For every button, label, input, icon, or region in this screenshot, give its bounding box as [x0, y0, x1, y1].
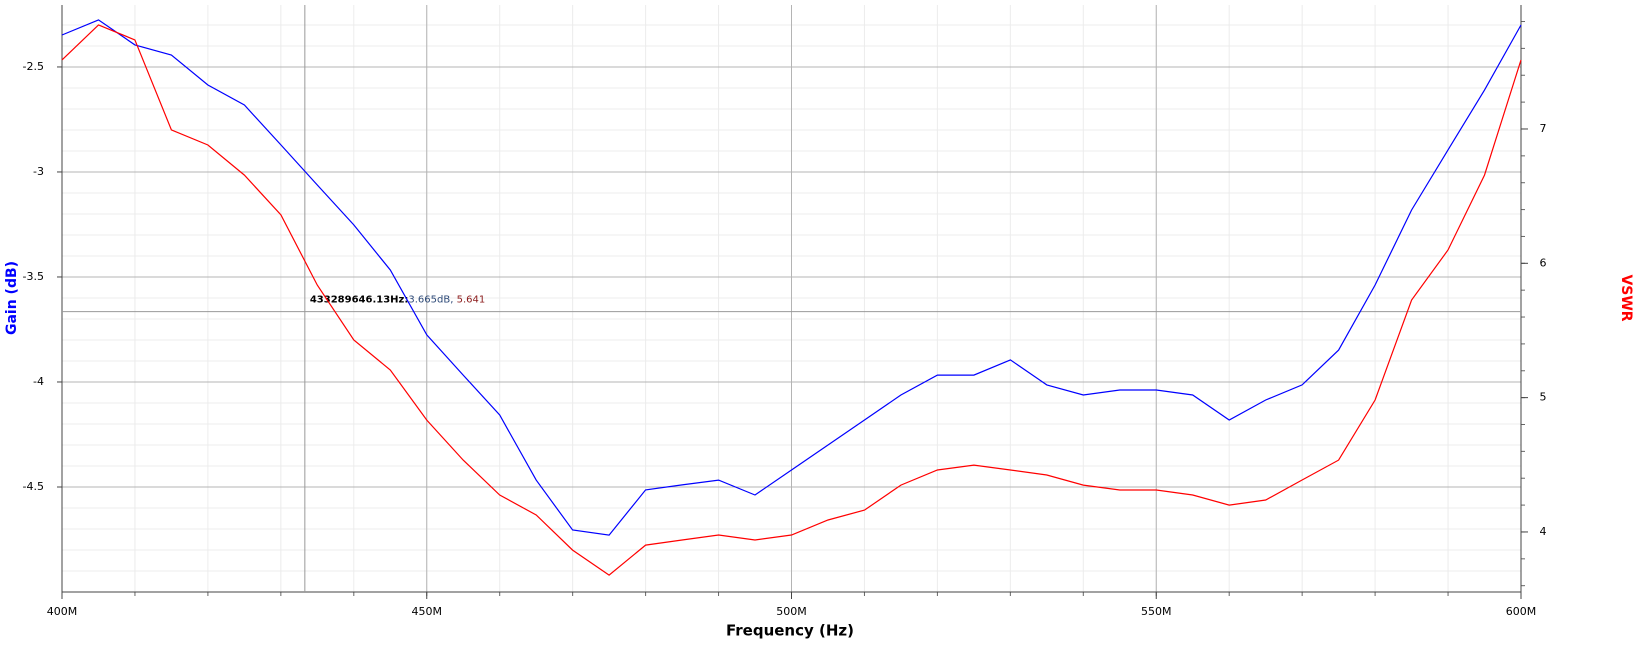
cursor-text: 433289646.13Hz:	[310, 295, 409, 306]
x-tick-label: 400M	[47, 605, 78, 618]
series-line	[61, 19, 1522, 536]
x-tick-label: 600M	[1506, 605, 1537, 618]
y-tick-label: -2.5	[23, 60, 44, 73]
y2-tick-label: 5	[1540, 391, 1547, 404]
y2-tick-label: 6	[1540, 256, 1547, 269]
cursor-label: 433289646.13Hz:3.665dB, 5.641	[310, 295, 485, 306]
x-tick-label: 450M	[412, 605, 443, 618]
y-axis-label: Gain (dB)	[4, 261, 20, 335]
y2-axis-label: VSWR	[1618, 274, 1634, 321]
x-axis-label: Frequency (Hz)	[726, 622, 854, 640]
x-tick-label: 500M	[776, 605, 807, 618]
x-tick-label: 550M	[1141, 605, 1172, 618]
y2-tick-label: 7	[1540, 122, 1547, 135]
series-line	[61, 24, 1522, 576]
cursor-text: 3.665dB,	[408, 295, 453, 306]
y-tick-label: -3.5	[23, 270, 44, 283]
cursor-text: 5.641	[457, 295, 486, 306]
y-tick-label: -3	[33, 165, 44, 178]
y2-tick-label: 4	[1540, 525, 1547, 538]
y-tick-label: -4.5	[23, 480, 44, 493]
y-tick-label: -4	[33, 375, 44, 388]
